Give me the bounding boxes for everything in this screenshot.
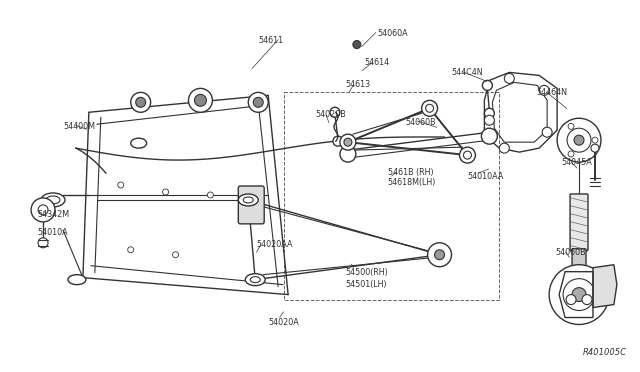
Circle shape [422, 100, 438, 116]
Circle shape [504, 73, 515, 83]
Text: 54045A: 54045A [561, 158, 592, 167]
Circle shape [499, 143, 509, 153]
Ellipse shape [238, 194, 258, 206]
Circle shape [131, 92, 150, 112]
Circle shape [582, 295, 592, 305]
Text: 54060A: 54060A [378, 29, 408, 38]
Ellipse shape [250, 277, 260, 283]
Circle shape [484, 108, 494, 118]
Circle shape [557, 118, 601, 162]
Circle shape [330, 107, 340, 117]
Circle shape [563, 279, 595, 311]
Circle shape [435, 250, 445, 260]
Circle shape [207, 192, 213, 198]
Circle shape [118, 182, 124, 188]
Circle shape [333, 136, 343, 146]
Circle shape [173, 252, 179, 258]
Circle shape [344, 138, 352, 146]
Text: 54464N: 54464N [536, 89, 567, 97]
Polygon shape [593, 265, 617, 308]
Circle shape [128, 247, 134, 253]
Text: 54010A: 54010A [37, 228, 68, 237]
Ellipse shape [41, 193, 65, 207]
Text: 54618M(LH): 54618M(LH) [388, 178, 436, 187]
Circle shape [253, 97, 263, 107]
FancyBboxPatch shape [570, 194, 588, 251]
Circle shape [38, 205, 48, 215]
Circle shape [539, 86, 549, 95]
Circle shape [568, 124, 574, 129]
Circle shape [340, 134, 356, 150]
Text: 54010AA: 54010AA [467, 172, 504, 181]
Ellipse shape [245, 274, 265, 286]
Text: 54060B: 54060B [555, 248, 586, 257]
Text: 54342M: 54342M [37, 210, 69, 219]
Text: 54501(LH): 54501(LH) [345, 280, 387, 289]
Circle shape [481, 128, 497, 144]
Circle shape [189, 89, 212, 112]
Circle shape [572, 288, 586, 302]
Ellipse shape [243, 197, 253, 203]
Circle shape [248, 92, 268, 112]
Circle shape [549, 265, 609, 324]
Circle shape [574, 135, 584, 145]
Circle shape [340, 146, 356, 162]
Text: 54614: 54614 [365, 58, 390, 67]
FancyBboxPatch shape [238, 186, 264, 224]
Circle shape [484, 115, 494, 125]
Ellipse shape [46, 196, 60, 204]
Circle shape [542, 127, 552, 137]
Circle shape [460, 147, 476, 163]
Text: 54500(RH): 54500(RH) [345, 268, 388, 277]
Text: 54020AA: 54020AA [256, 240, 292, 249]
Circle shape [592, 137, 598, 143]
Text: 5461B (RH): 5461B (RH) [388, 168, 433, 177]
Circle shape [566, 295, 576, 305]
Text: 54060B: 54060B [406, 118, 436, 127]
Text: 54611: 54611 [258, 36, 284, 45]
Circle shape [31, 198, 55, 222]
Text: 54400M: 54400M [63, 122, 95, 131]
FancyBboxPatch shape [572, 249, 586, 276]
Circle shape [568, 151, 574, 157]
Circle shape [483, 80, 492, 90]
Ellipse shape [68, 275, 86, 285]
Circle shape [463, 151, 472, 159]
Circle shape [353, 41, 361, 48]
Text: 54020B: 54020B [315, 110, 346, 119]
Text: 544C4N: 544C4N [451, 68, 483, 77]
Circle shape [567, 128, 591, 152]
Bar [284, 92, 499, 299]
Circle shape [163, 189, 168, 195]
Circle shape [195, 94, 207, 106]
Circle shape [38, 238, 48, 248]
Circle shape [428, 243, 451, 267]
Text: 54613: 54613 [345, 80, 370, 89]
Circle shape [136, 97, 146, 107]
Circle shape [426, 104, 433, 112]
Text: R401005C: R401005C [583, 348, 627, 357]
Text: 54020A: 54020A [268, 318, 299, 327]
Circle shape [591, 144, 599, 152]
Ellipse shape [131, 138, 147, 148]
